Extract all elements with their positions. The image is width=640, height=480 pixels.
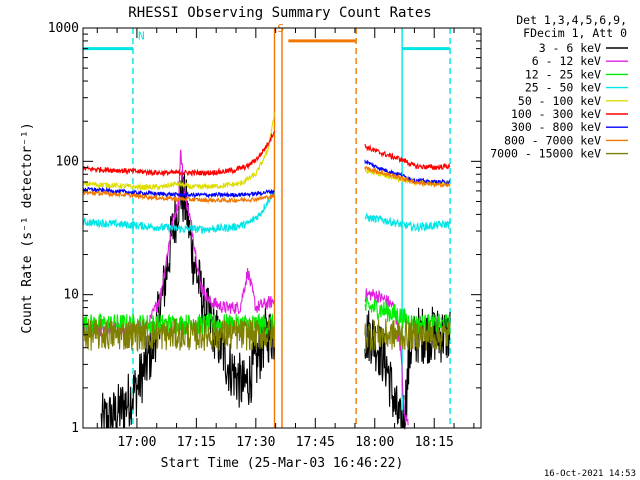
series-line xyxy=(82,112,275,192)
legend-label: 100 - 300 keV xyxy=(511,107,601,121)
x-tick-label: 18:00 xyxy=(355,435,394,450)
legend: Det 1,3,4,5,6,9,FDecim 1, Att 03 - 6 keV… xyxy=(490,13,628,161)
legend-label: 7000 - 15000 keV xyxy=(490,147,601,161)
legend-label: 12 - 25 keV xyxy=(525,67,601,81)
y-tick-label: 1 xyxy=(71,421,79,436)
legend-label: 50 - 100 keV xyxy=(518,94,601,108)
x-tick-label: 17:00 xyxy=(117,435,156,450)
x-tick-label: 17:45 xyxy=(296,435,335,450)
legend-label: 300 - 800 keV xyxy=(511,120,601,134)
x-tick-label: 17:15 xyxy=(177,435,216,450)
x-tick-label: 17:30 xyxy=(236,435,275,450)
series-line xyxy=(82,318,275,353)
y-tick-label: 1000 xyxy=(48,21,79,36)
y-axis-label: Count Rate (s⁻¹ detector⁻¹) xyxy=(20,122,35,333)
legend-label: 25 - 50 keV xyxy=(525,81,601,95)
y-tick-label: 100 xyxy=(56,154,79,169)
footer-timestamp: 16-Oct-2021 14:53 xyxy=(544,469,636,479)
legend-header: FDecim 1, Att 0 xyxy=(523,26,627,40)
x-tick-label: 18:15 xyxy=(415,435,454,450)
y-tick-label: 10 xyxy=(63,288,79,303)
y-axis-ticks: 1 10 100 1000 xyxy=(48,21,481,436)
plot-frame xyxy=(82,27,482,429)
legend-label: 6 - 12 keV xyxy=(532,54,601,68)
x-axis-label: Start Time (25-Mar-03 16:46:22) xyxy=(161,456,404,471)
series-line xyxy=(364,211,451,233)
series-line xyxy=(82,130,275,178)
flag-label: N xyxy=(138,30,145,43)
legend-label: 3 - 6 keV xyxy=(539,41,601,55)
series-line xyxy=(364,166,451,189)
series-line xyxy=(364,296,451,335)
legend-header: Det 1,3,4,5,6,9, xyxy=(516,13,627,27)
series-line xyxy=(364,306,451,431)
series-line xyxy=(82,190,275,234)
series-line xyxy=(364,318,451,351)
plot-area: NS xyxy=(82,22,451,431)
series-line xyxy=(364,144,451,171)
series-line xyxy=(82,190,275,205)
series-line xyxy=(364,288,409,426)
legend-label: 800 - 7000 keV xyxy=(504,133,601,147)
x-axis-ticks: 17:00 17:15 17:30 17:45 18:00 18:15 xyxy=(96,28,475,450)
chart-title: RHESSI Observing Summary Count Rates xyxy=(128,5,431,21)
